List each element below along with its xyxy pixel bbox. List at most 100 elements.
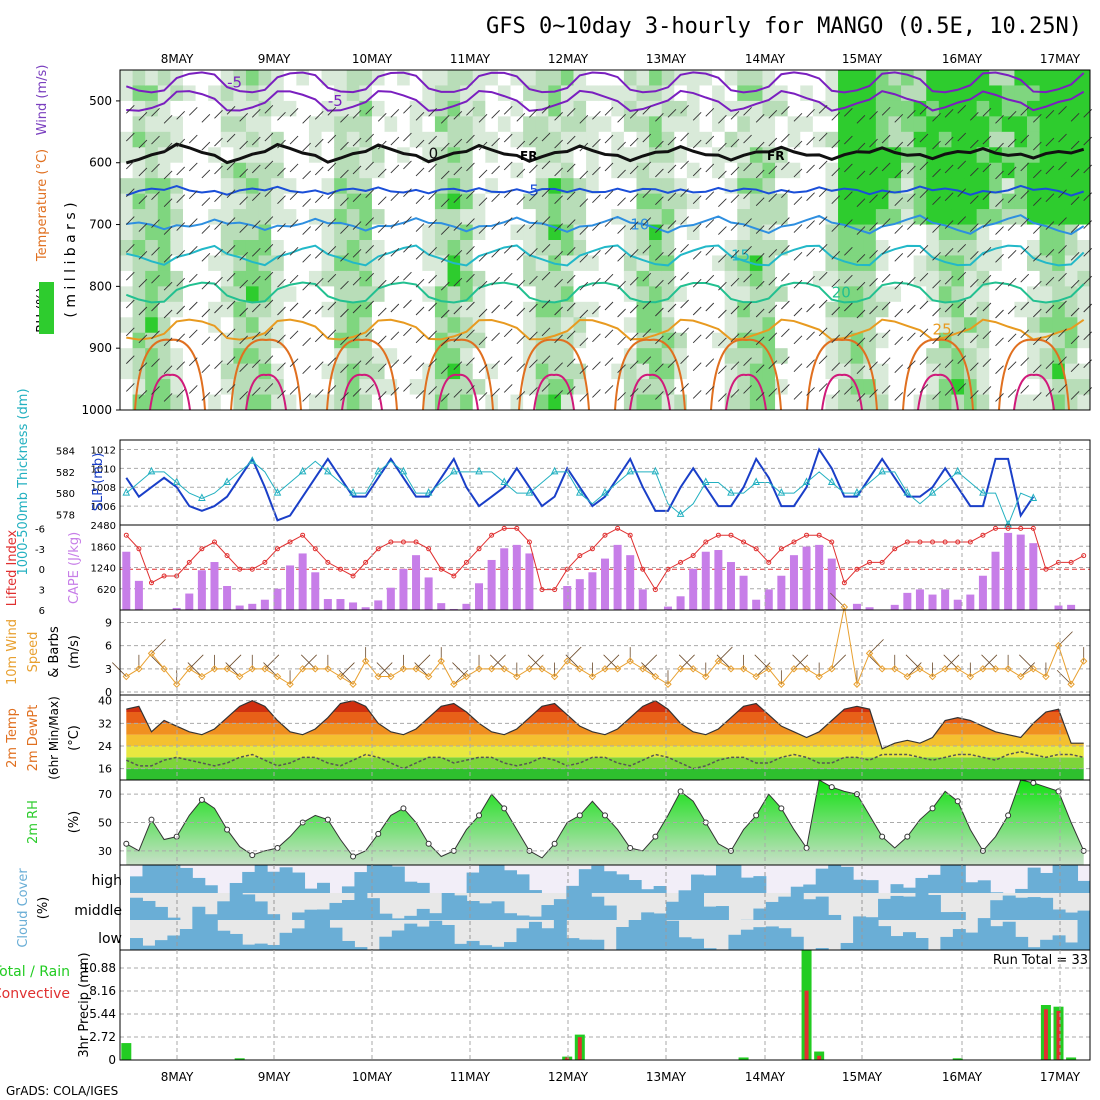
rh-cell xyxy=(195,193,209,210)
wind-barb xyxy=(1032,169,1042,179)
rh-cell xyxy=(762,70,776,86)
rh-cell xyxy=(308,255,323,272)
rh-axis-label-1: 2m RH xyxy=(26,800,41,844)
wind-barb xyxy=(932,224,941,233)
wind-barb xyxy=(251,387,261,396)
hot-contour xyxy=(437,373,479,411)
wind-barb xyxy=(390,192,400,202)
wind-barb xyxy=(1032,392,1042,401)
rh-point xyxy=(828,784,835,791)
thickness-point xyxy=(399,466,408,475)
cloud-cover-bar xyxy=(192,920,206,950)
surface-barb xyxy=(907,662,922,677)
cloud-cover-bar xyxy=(952,865,966,893)
wind-barb xyxy=(239,168,248,178)
rh-cell xyxy=(976,131,990,148)
rh-cell xyxy=(271,209,285,226)
cloud-cover-bar xyxy=(416,926,430,950)
rh-cell xyxy=(976,394,990,411)
rh-cell xyxy=(359,193,373,210)
li-point xyxy=(741,539,747,545)
rh-cell xyxy=(182,209,197,226)
rh-cell xyxy=(737,224,751,241)
wind-barb xyxy=(743,357,752,366)
wind-barb xyxy=(907,221,916,230)
cloud-cover-bar xyxy=(653,885,667,893)
cloud-cover-bar xyxy=(466,872,480,893)
wind-barb xyxy=(251,192,261,202)
wind-barb xyxy=(592,250,601,259)
wind-barb xyxy=(680,132,689,142)
rh-cell xyxy=(649,85,663,102)
cloud-cover-bar xyxy=(641,889,655,893)
rh-cell xyxy=(384,394,398,411)
rh-cell xyxy=(586,224,600,241)
wind-barb xyxy=(692,251,702,260)
wind-barb xyxy=(793,335,803,345)
wind-barb xyxy=(1058,272,1067,282)
rh-cell xyxy=(447,286,461,303)
li-ytick: 6 xyxy=(39,606,45,617)
cape-bar xyxy=(487,559,496,610)
cloud-cover-bar xyxy=(840,942,854,950)
rh-cell xyxy=(800,286,814,303)
cloud-cover-bar xyxy=(429,913,443,920)
wind-barb xyxy=(655,363,664,372)
rh-cell xyxy=(699,224,713,241)
rh-point xyxy=(677,788,684,795)
rh-cell xyxy=(132,162,146,179)
cloud-cover-bar xyxy=(329,927,343,950)
rh-cell xyxy=(863,270,877,287)
cape-bar xyxy=(789,555,798,610)
wind-barb xyxy=(982,163,992,173)
wind-barb xyxy=(768,165,778,175)
rh-cell xyxy=(233,70,247,86)
wind-barb xyxy=(1058,133,1067,143)
cloud-cover-bar xyxy=(528,916,542,920)
cloud-cover-bar xyxy=(553,920,567,950)
cloud-cover-bar xyxy=(828,865,842,893)
rh-cell xyxy=(1052,394,1066,411)
wind-barb xyxy=(251,220,261,229)
cloud-cover-bar xyxy=(391,930,405,950)
wind-barb xyxy=(138,390,148,399)
li-point xyxy=(615,525,621,531)
wind-barb xyxy=(995,114,1004,124)
rh-cell xyxy=(132,100,146,117)
wind-barb xyxy=(541,132,551,142)
rh-cell xyxy=(812,240,826,256)
precip-total-bar xyxy=(952,1058,963,1060)
rh-cell xyxy=(762,301,776,318)
wind-barb xyxy=(264,383,274,392)
rh-cell xyxy=(775,286,789,303)
wind-barb xyxy=(655,112,664,122)
cape-bar xyxy=(185,593,194,610)
rh-cell xyxy=(611,394,625,411)
rh-cell xyxy=(976,379,990,396)
wind-barb xyxy=(264,244,274,253)
speed-point xyxy=(714,657,723,665)
cloud-cover-bar xyxy=(416,882,430,893)
wind-barb xyxy=(151,247,160,256)
hot-contour xyxy=(629,373,671,411)
rh-cell xyxy=(1027,131,1041,148)
cape-bar xyxy=(512,544,521,610)
wind-barb xyxy=(163,309,173,319)
rh-cell xyxy=(1064,116,1078,133)
li-point xyxy=(602,532,608,538)
rh-cell xyxy=(825,85,839,102)
wind-barb xyxy=(1020,218,1030,227)
rh-cell xyxy=(346,131,360,148)
wind-barb xyxy=(403,160,412,170)
wind-barb xyxy=(932,196,941,206)
wind-barb xyxy=(692,278,702,288)
rh-cell xyxy=(699,301,713,318)
cloud-cover-bar xyxy=(142,900,156,920)
cloud-cover-bar xyxy=(1040,872,1054,893)
rh-cell xyxy=(271,240,285,256)
rh-cell xyxy=(157,193,171,210)
wind-barb xyxy=(806,387,815,396)
surface-barb xyxy=(491,654,506,670)
cloud-cover-bar xyxy=(254,901,268,920)
rh-cell xyxy=(926,379,940,396)
